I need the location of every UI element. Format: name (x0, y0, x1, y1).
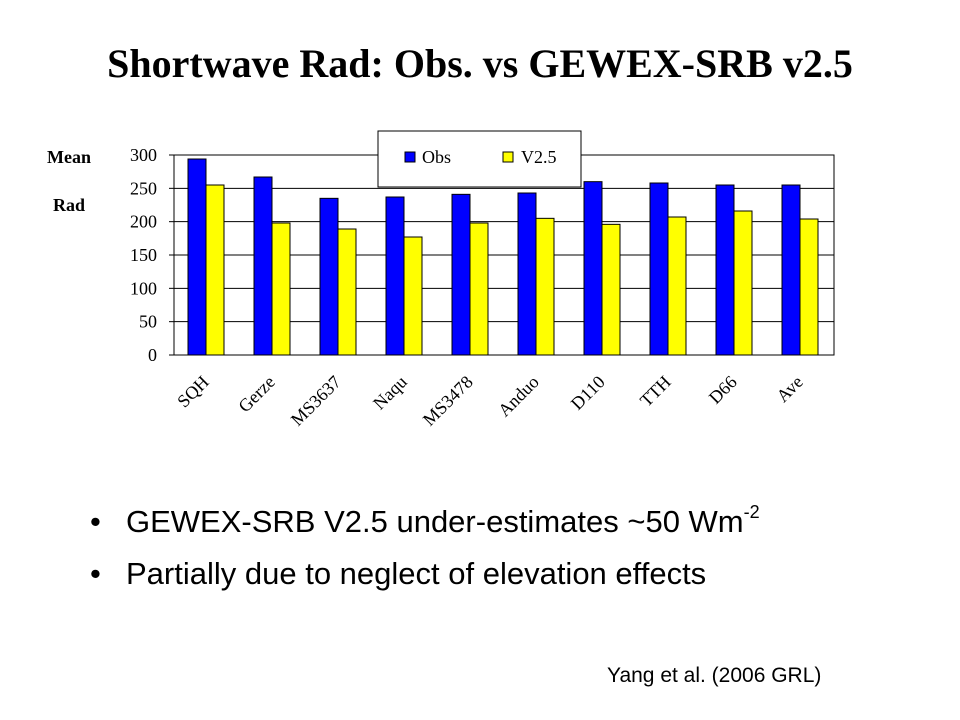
bar-v2-5 (799, 218, 819, 356)
x-tick-label: Naqu (369, 372, 411, 414)
y-tick-label: 200 (130, 212, 157, 232)
x-tick-label: MS3478 (419, 372, 477, 430)
bar-v2-5 (337, 228, 357, 356)
bullet-superscript: -2 (743, 502, 760, 522)
x-tick-label: Anduo (494, 372, 543, 421)
bar-obs (451, 193, 471, 356)
y-axis-label-rad: Rad (53, 195, 86, 215)
bar-v2-5 (733, 210, 753, 356)
bar-obs (517, 192, 537, 356)
bullet-item-2: • Partially due to neglect of elevation e… (90, 548, 760, 600)
bar-obs (319, 197, 339, 356)
slide-title: Shortwave Rad: Obs. vs GEWEX-SRB v2.5 (107, 41, 853, 86)
bar-obs (715, 184, 735, 356)
bullet-marker: • (90, 504, 101, 539)
bar-obs (187, 158, 207, 356)
citation: Yang et al. (2006 GRL) (607, 664, 822, 687)
y-tick-label: 300 (130, 145, 157, 165)
y-axis-label-mean: Mean (47, 147, 91, 167)
bar-v2-5 (271, 222, 291, 356)
bullet-text-2: Partially due to neglect of elevation ef… (126, 556, 707, 591)
bar-obs (253, 176, 273, 356)
x-tick-label: MS3637 (287, 372, 345, 430)
bar-chart: 0 50 100 150 200 250 300 SQH Gerze MS3637 Naqu MS34… (130, 130, 835, 430)
x-tick-label: D66 (705, 372, 741, 408)
bar-obs (781, 184, 801, 356)
y-tick-label: 100 (130, 278, 157, 298)
x-tick-label: Ave (772, 372, 806, 406)
bullet-text-1: GEWEX-SRB V2.5 under-estimates ~50 Wm (126, 504, 744, 539)
x-tick-label: D110 (567, 372, 609, 414)
legend-swatch (404, 151, 416, 163)
bar-v2-5 (667, 216, 687, 356)
x-tick-label: Gerze (234, 372, 279, 417)
bar-v2-5 (469, 222, 489, 356)
bar-obs (583, 181, 603, 356)
y-tick-label: 0 (148, 345, 157, 365)
bar-v2-5 (205, 184, 225, 356)
y-tick-label: 150 (130, 245, 157, 265)
bar-v2-5 (403, 236, 423, 356)
bar-v2-5 (535, 217, 555, 356)
legend-swatch (502, 151, 514, 163)
legend-label: V2.5 (521, 147, 557, 167)
bullet-list: • GEWEX-SRB V2.5 under-estimates ~50 Wm-2… (90, 496, 760, 600)
bar-obs (649, 182, 669, 356)
y-tick-label: 50 (139, 312, 157, 332)
x-tick-label: SQH (173, 372, 213, 412)
x-tick-label: TTH (636, 372, 675, 411)
bullet-marker: • (90, 556, 101, 591)
bar-v2-5 (601, 223, 621, 356)
bullet-item-1: • GEWEX-SRB V2.5 under-estimates ~50 Wm-2 (90, 496, 760, 548)
y-tick-label: 250 (130, 178, 157, 198)
legend-label: Obs (422, 147, 451, 167)
bar-obs (385, 196, 405, 356)
